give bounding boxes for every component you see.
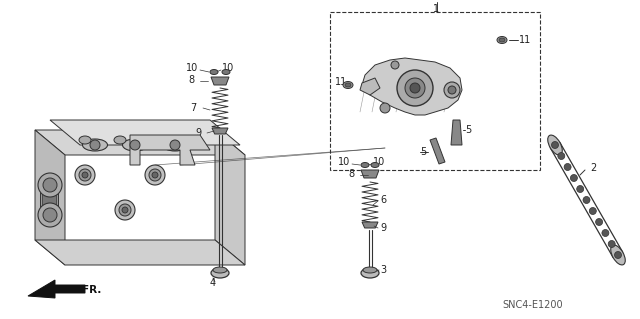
Circle shape [82,172,88,178]
Circle shape [410,83,420,93]
Ellipse shape [343,81,353,88]
Polygon shape [211,77,229,85]
Ellipse shape [363,267,377,273]
Circle shape [122,207,128,213]
Ellipse shape [222,70,230,75]
Ellipse shape [184,136,196,144]
Text: 2: 2 [590,163,596,173]
Text: FR.: FR. [82,285,101,295]
Ellipse shape [548,135,563,155]
Text: SNC4-E1200: SNC4-E1200 [502,300,563,310]
Circle shape [602,229,609,236]
Ellipse shape [114,136,126,144]
Polygon shape [360,78,380,95]
Polygon shape [35,240,245,265]
Circle shape [589,207,596,214]
Circle shape [583,197,590,204]
Text: 11: 11 [335,77,348,87]
Ellipse shape [163,139,188,151]
Circle shape [152,172,158,178]
Circle shape [448,86,456,94]
Circle shape [115,200,135,220]
Polygon shape [35,130,245,155]
Text: 1: 1 [433,4,439,14]
Circle shape [145,165,165,185]
Ellipse shape [499,38,505,42]
Polygon shape [50,120,240,145]
Ellipse shape [79,136,91,144]
Circle shape [397,70,433,106]
Bar [40,190,58,212]
Text: 10: 10 [222,63,234,73]
Circle shape [564,164,571,170]
Polygon shape [430,138,445,164]
Ellipse shape [83,139,108,151]
Ellipse shape [371,162,379,167]
Polygon shape [451,120,462,145]
Ellipse shape [210,70,218,75]
Polygon shape [362,222,378,228]
Ellipse shape [345,83,351,87]
Circle shape [558,152,564,160]
Circle shape [614,251,621,258]
Circle shape [391,61,399,69]
Ellipse shape [211,268,229,278]
Bar [330,12,540,170]
Circle shape [119,204,131,216]
Circle shape [405,78,425,98]
Circle shape [570,174,577,182]
Circle shape [38,203,62,227]
Polygon shape [28,280,85,298]
Ellipse shape [213,267,227,273]
Polygon shape [35,130,65,265]
Text: 5: 5 [465,125,471,135]
Text: 4: 4 [210,278,216,288]
Polygon shape [362,58,462,115]
Circle shape [596,219,603,226]
Polygon shape [212,128,228,134]
Ellipse shape [361,162,369,167]
Text: 9: 9 [380,223,386,233]
Polygon shape [215,130,245,265]
Text: 8: 8 [188,75,194,85]
Text: 9: 9 [195,128,201,138]
Circle shape [75,165,95,185]
Text: 11: 11 [519,35,531,45]
Text: 6: 6 [380,195,386,205]
Circle shape [170,140,180,150]
Text: 3: 3 [380,265,386,275]
Text: 8: 8 [348,169,354,179]
Circle shape [79,169,91,181]
Text: 5: 5 [420,147,426,157]
Circle shape [552,142,559,149]
Circle shape [43,208,57,222]
Circle shape [130,140,140,150]
Text: 10: 10 [186,63,198,73]
Ellipse shape [497,36,507,43]
Circle shape [38,173,62,197]
Text: 10: 10 [373,157,385,167]
Text: 10: 10 [338,157,350,167]
Circle shape [608,241,615,248]
Bar [42,192,56,210]
Ellipse shape [122,139,147,151]
Ellipse shape [611,245,625,265]
Circle shape [380,103,390,113]
Text: 7: 7 [190,103,196,113]
Polygon shape [361,170,379,178]
Circle shape [149,169,161,181]
Polygon shape [130,135,210,165]
Ellipse shape [149,136,161,144]
Circle shape [444,82,460,98]
Ellipse shape [361,268,379,278]
Circle shape [43,178,57,192]
Circle shape [90,140,100,150]
Circle shape [577,186,584,192]
